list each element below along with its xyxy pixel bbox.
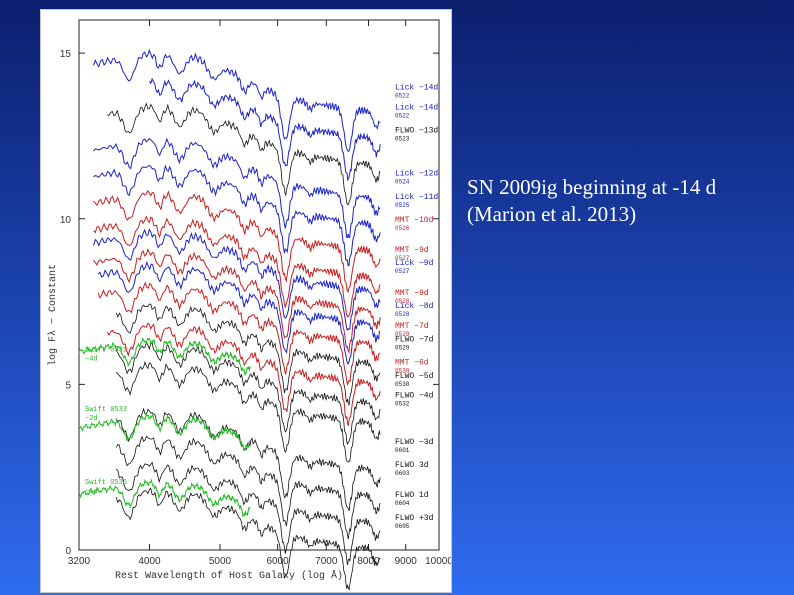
spectrum-label: FLWO 3d	[395, 461, 429, 470]
spectrum-label: Lick −12d	[395, 170, 438, 179]
x-tick-label: 9000	[395, 556, 418, 567]
spectrum-label-code: 0523	[395, 136, 410, 143]
y-tick-label: 5	[65, 380, 71, 391]
y-tick-label: 0	[65, 546, 71, 557]
spectrum-label-code: 0601	[395, 447, 410, 454]
spectrum-line	[93, 189, 381, 293]
spectra-figure: 3200 4000 5000 6000 7000 8000 9000 10000 0 5 10 15 R…	[41, 10, 451, 592]
x-tick-label: 7000	[315, 556, 338, 567]
spectrum-label-code: 0603	[395, 470, 410, 477]
y-axis-label: log Fλ − Constant	[47, 264, 59, 366]
spectrum-label-code: 0522	[395, 112, 410, 119]
spectrum-label-code: 0530	[395, 368, 410, 375]
spectrum-line	[93, 164, 381, 267]
spectrum-line	[115, 303, 381, 406]
spectrum-line	[93, 228, 381, 332]
spectrum-line	[78, 337, 251, 377]
spectrum-label: MMT −7d	[395, 322, 429, 331]
spectrum-label: Lick −14d	[395, 103, 438, 112]
spectrum-line	[115, 487, 381, 591]
spectrum-label-code: 0526	[395, 225, 410, 232]
caption-line-2: (Marion et al. 2013)	[467, 202, 637, 226]
x-tick-label: 3200	[68, 556, 91, 567]
spectrum-label-code: 0605	[395, 523, 410, 530]
spectrum-line	[97, 260, 381, 365]
swift-label-epoch: −1d	[85, 488, 98, 496]
spectrum-label-code: 0529	[395, 331, 410, 338]
spectrum-line	[78, 412, 251, 452]
y-tick-label: 10	[60, 215, 72, 226]
spectrum-label: MMT −9d	[395, 246, 429, 255]
spectrum-label: FLWO −13d	[395, 127, 438, 136]
spectrum-label: Lick −9d	[395, 259, 434, 268]
spectrum-line	[107, 102, 381, 206]
spectrum-line	[115, 360, 381, 463]
spectrum-label: MMT −6d	[395, 359, 429, 368]
spectrum-label: Lick −14d	[395, 84, 438, 93]
spectrum-label: FLWO −4d	[395, 392, 434, 401]
spectrum-label: Lick −8d	[395, 302, 434, 311]
spectrum-label-code: 0524	[395, 179, 410, 186]
swift-label: Swift 0533	[85, 406, 127, 414]
spectrum-label-code: 0528	[395, 311, 410, 318]
x-tick-label: 8000	[357, 556, 380, 567]
spectrum-label-code: 0525	[395, 202, 410, 209]
swift-label-epoch: −2d	[85, 415, 98, 423]
spectrum-line	[93, 215, 381, 318]
x-tick-label: 10000	[425, 556, 451, 567]
spectrum-line	[93, 48, 381, 152]
spectrum-line	[97, 281, 381, 387]
swift-label: Swift 0536	[85, 479, 127, 487]
spectrum-label-code: 0530	[395, 381, 410, 388]
x-axis-label: Rest Wavelength of Host Galaxy (log Å)	[115, 569, 343, 582]
spectrum-label-code: 0532	[395, 401, 410, 408]
spectrum-label: FLWO −7d	[395, 335, 434, 344]
spectrum-label: Lick −11d	[395, 193, 438, 202]
swift-label-epoch: −4d	[85, 355, 98, 363]
caption-line-1: SN 2009ig beginning at -14 d	[467, 175, 717, 199]
spectrum-line	[93, 137, 381, 239]
spectrum-line	[149, 77, 381, 182]
spectrum-line	[115, 461, 381, 566]
spectrum-line	[115, 435, 381, 540]
spectrum-label-code: 0522	[395, 93, 410, 100]
spectrum-label-code: 0527	[395, 255, 410, 262]
spectrum-label-code: 0528	[395, 298, 410, 305]
spectrum-label: FLWO −3d	[395, 438, 434, 447]
spectrum-label-code: 0527	[395, 268, 410, 275]
swift-label: Swift 0531	[85, 346, 127, 354]
spectrum-label: FLWO +3d	[395, 514, 434, 523]
spectrum-label: MMT −9d	[395, 289, 429, 298]
spectrum-line	[78, 478, 251, 518]
x-tick-label: 4000	[138, 556, 161, 567]
spectrum-label-code: 0529	[395, 344, 410, 351]
spectrum-line	[115, 407, 381, 512]
slide-caption: SN 2009ig beginning at -14 d (Marion et …	[467, 174, 787, 228]
spectrum-line	[93, 248, 381, 355]
spectrum-label: FLWO −5d	[395, 372, 434, 381]
spectrum-label: FLWO 1d	[395, 491, 429, 500]
plot-frame	[78, 19, 440, 551]
spectrum-label-code: 0604	[395, 500, 410, 507]
spectrum-line	[115, 341, 381, 446]
y-tick-label: 15	[60, 49, 72, 60]
x-tick-label: 6000	[266, 556, 289, 567]
spectra-chart: 3200 4000 5000 6000 7000 8000 9000 10000 0 5 10 15 R…	[47, 19, 451, 591]
spectrum-line	[106, 322, 381, 427]
x-tick-label: 5000	[209, 556, 232, 567]
spectrum-label: MMT −10d	[395, 216, 434, 225]
